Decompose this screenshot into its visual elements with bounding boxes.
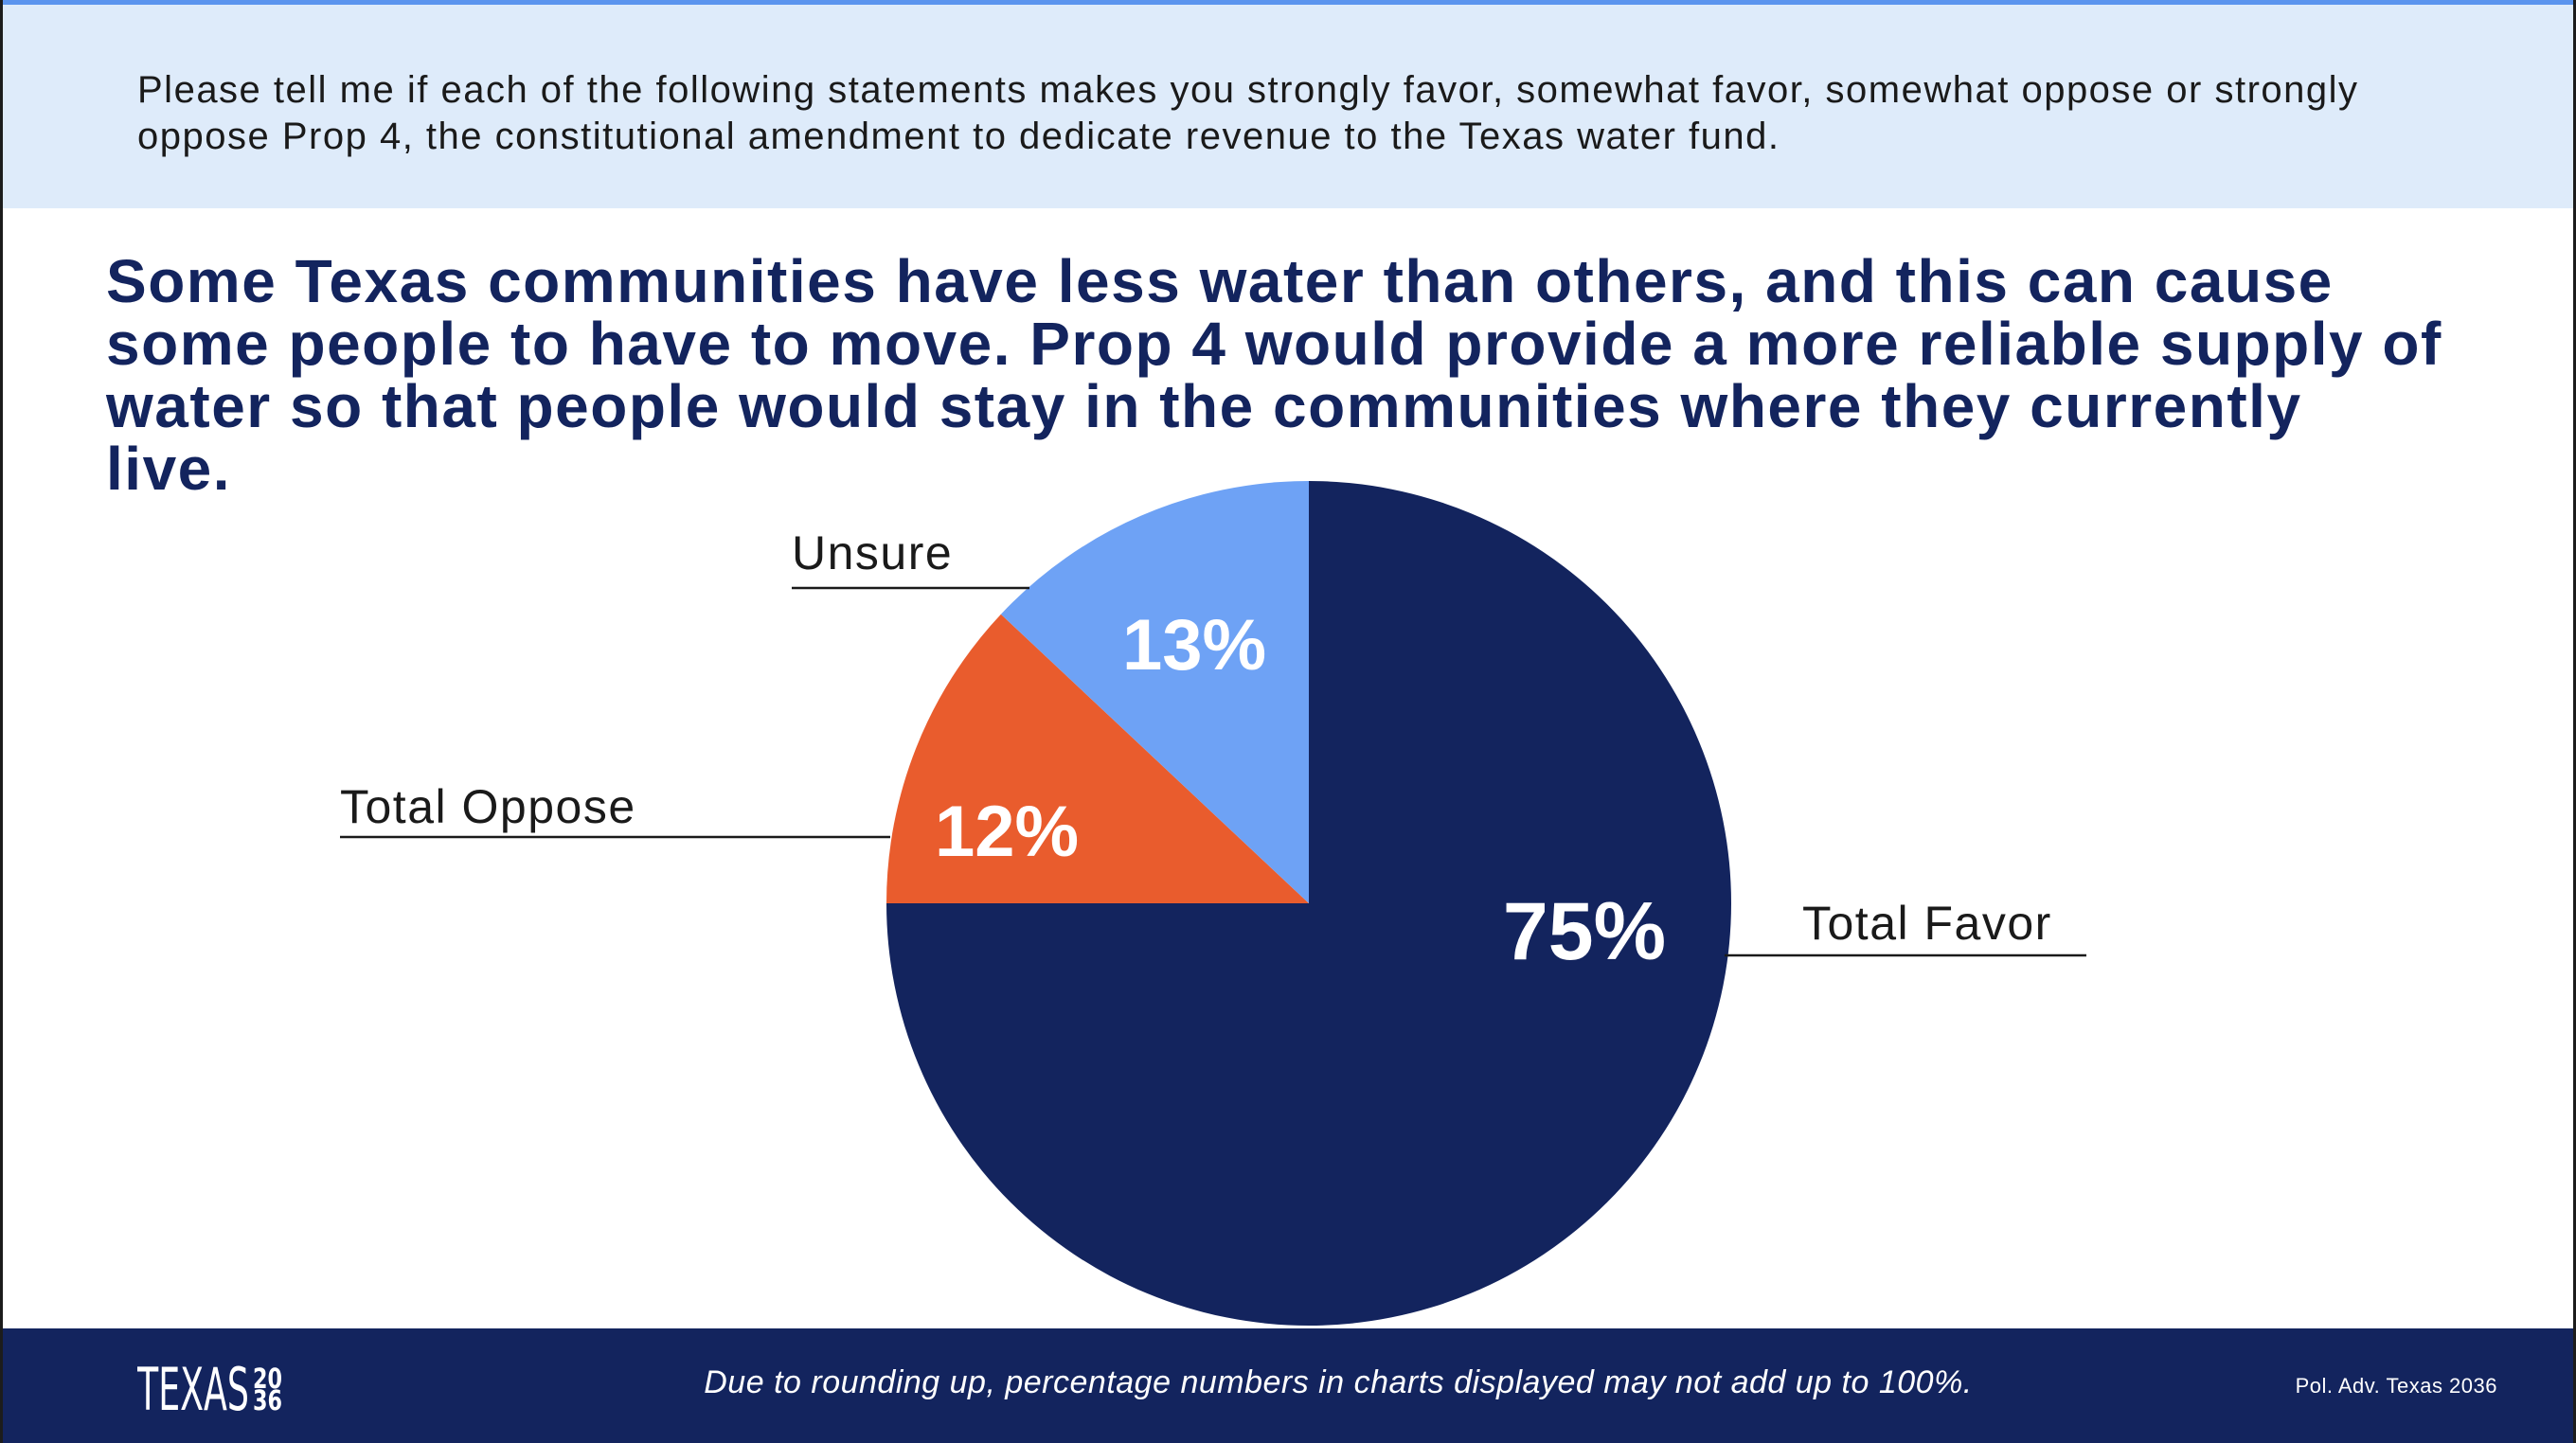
statement-headline-line: live. [106, 435, 232, 503]
logo-year-bottom: 36 [253, 1384, 282, 1415]
statement-headline-line: Some Texas communities have less water t… [106, 247, 2334, 315]
survey-question: Please tell me if each of the following … [137, 67, 2359, 160]
callout-label-total-favor: Total Favor [1802, 897, 2052, 950]
pie-slice-unsure [1000, 481, 1309, 903]
question-banner: Please tell me if each of the following … [3, 0, 2573, 208]
logo-year-top: 20 [253, 1363, 282, 1395]
logo-word: TEXAS [137, 1363, 249, 1415]
rounding-disclaimer: Due to rounding up, percentage numbers i… [704, 1364, 1973, 1400]
texas-2036-logo: TEXAS 20 36 [137, 1363, 282, 1415]
statement-headline-line: water so that people would stay in the c… [106, 372, 2302, 440]
callout-label-total-oppose: Total Oppose [340, 780, 636, 833]
survey-question-line: oppose Prop 4, the constitutional amendm… [137, 116, 1780, 157]
pie-slice-total-oppose [886, 614, 1309, 903]
pie-value-label-unsure: 13% [1122, 605, 1266, 686]
pie-value-label-total-favor: 75% [1503, 886, 1666, 977]
callout-label-unsure: Unsure [792, 526, 953, 579]
pie-chart: 75% Total Favor 12% Total Oppose 13% Unsure [340, 481, 2086, 1326]
survey-question-line: Please tell me if each of the following … [137, 69, 2359, 111]
footer-bar: TEXAS 20 36 Due to rounding up, percenta… [3, 1328, 2573, 1443]
statement-headline: Some Texas communities have less water t… [106, 250, 2442, 500]
pie-value-label-total-oppose: 12% [935, 792, 1079, 872]
statement-headline-line: some people to have to move. Prop 4 woul… [106, 310, 2442, 378]
paid-for-credit: Pol. Adv. Texas 2036 [2295, 1374, 2497, 1398]
